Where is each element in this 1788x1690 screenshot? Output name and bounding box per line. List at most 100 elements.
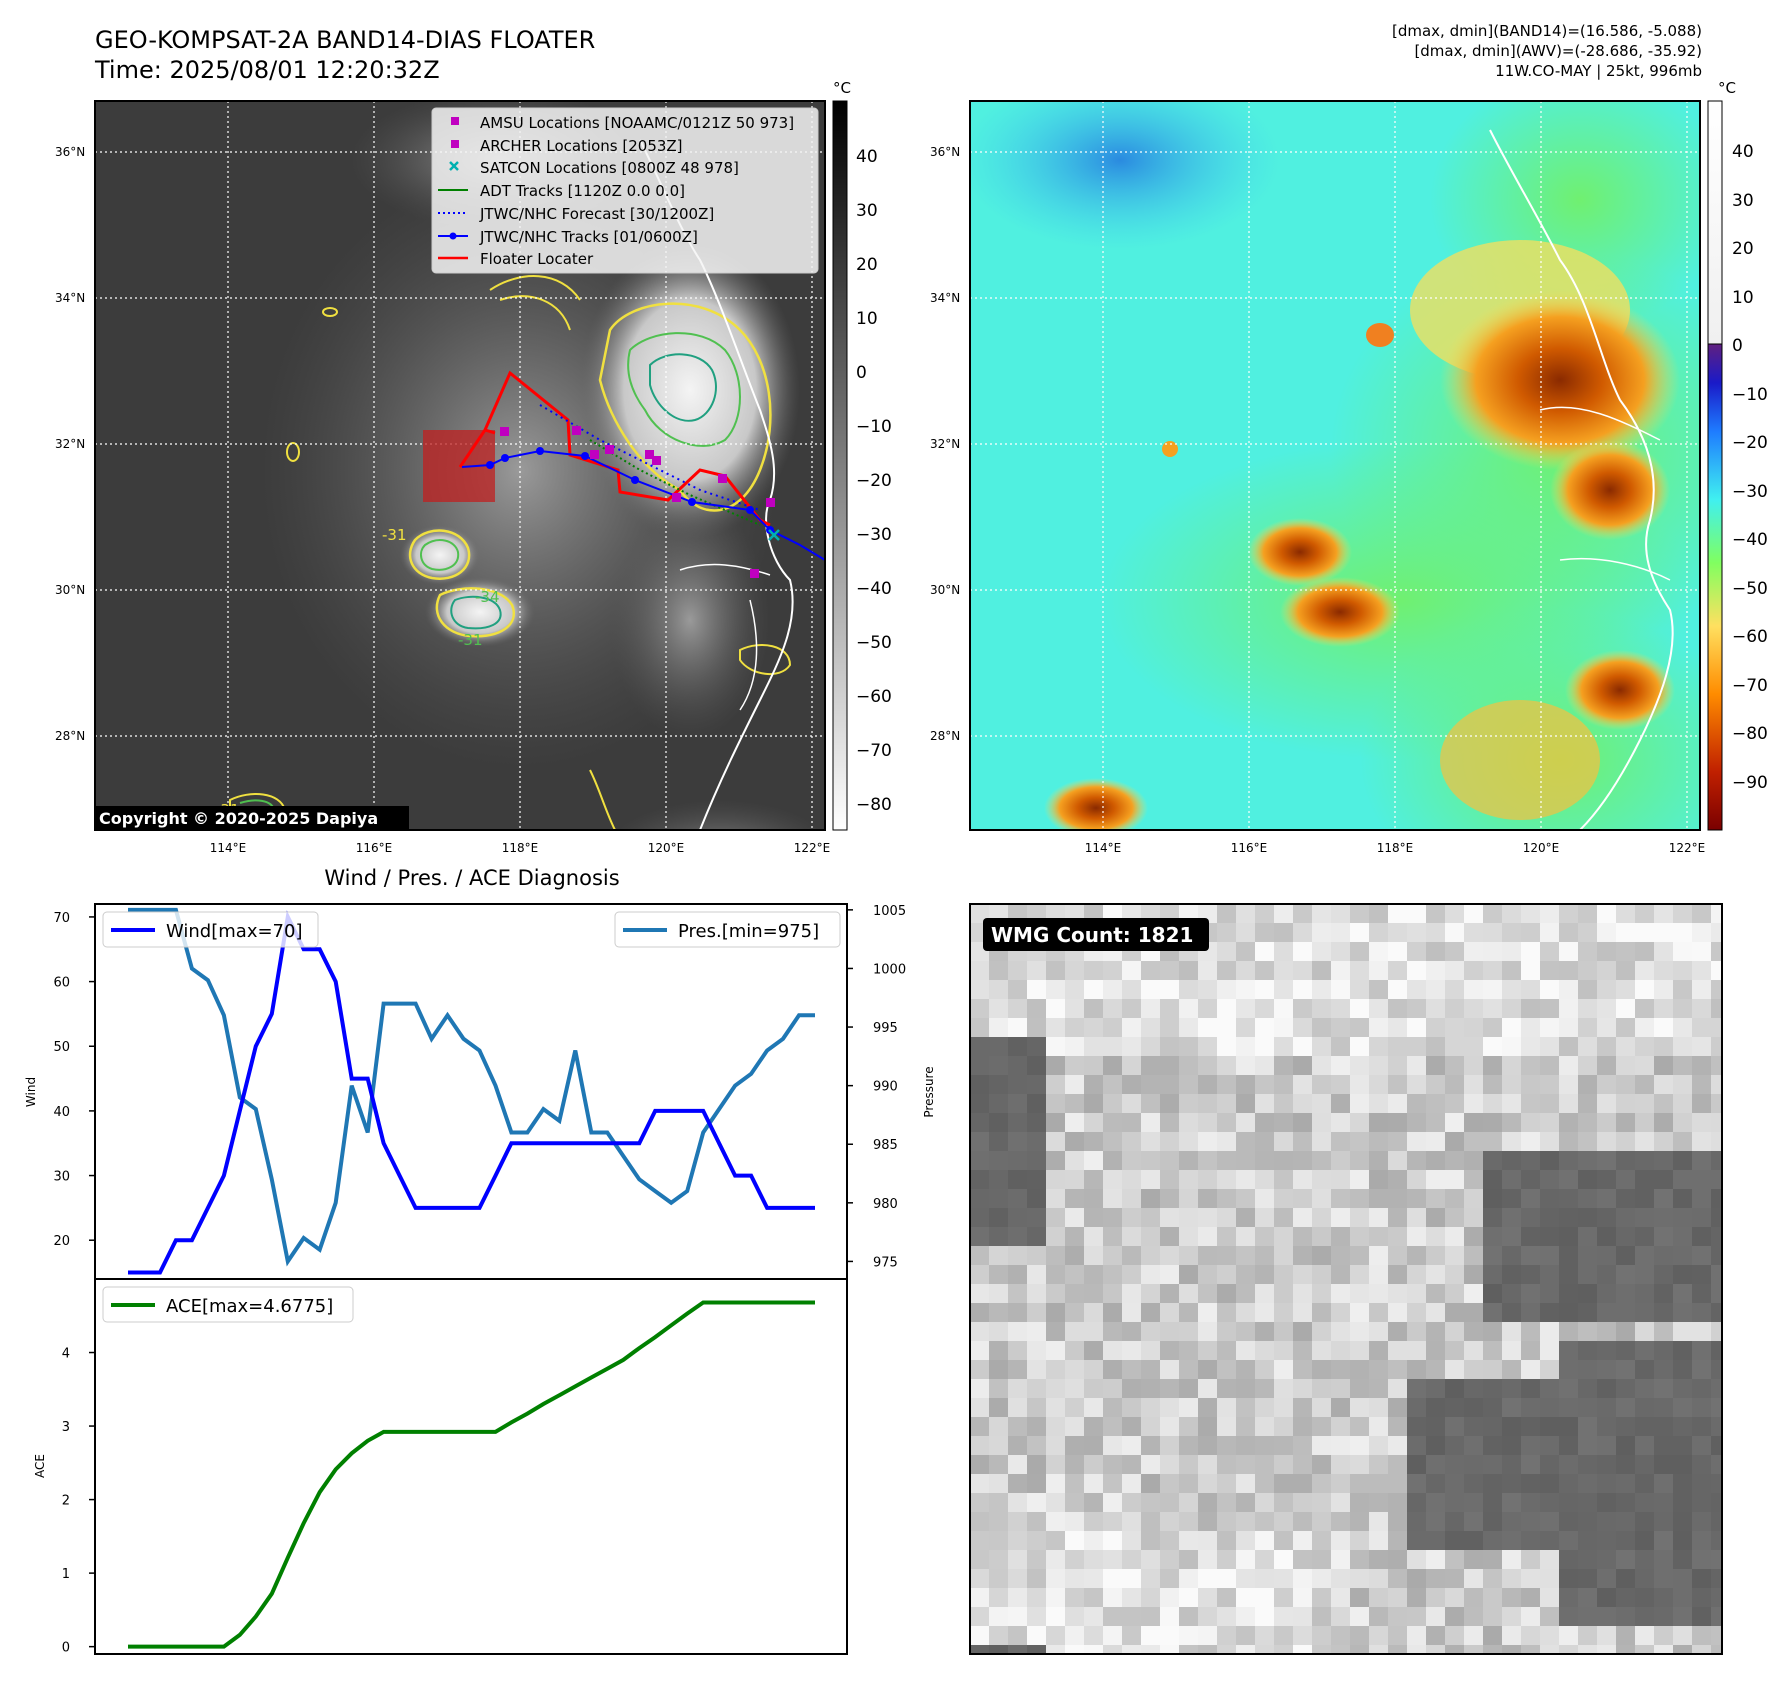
wmg-pixel: [1122, 1018, 1142, 1038]
wmg-pixel: [1540, 1322, 1560, 1342]
wmg-pixel: [1559, 1493, 1579, 1513]
wmg-pixel: [1616, 999, 1636, 1019]
wmg-pixel: [1293, 1170, 1313, 1190]
wmg-pixel: [1445, 1569, 1465, 1589]
svg-text:34°N: 34°N: [55, 291, 85, 305]
wmg-pixel: [1084, 1056, 1104, 1076]
wmg-pixel: [1255, 1512, 1275, 1532]
wmg-pixel: [1008, 1398, 1028, 1418]
wmg-pixel: [1673, 1474, 1693, 1494]
wmg-pixel: [1388, 1341, 1408, 1361]
wmg-pixel: [1635, 1056, 1655, 1076]
wmg-pixel: [1388, 904, 1408, 924]
wmg-pixel: [1008, 1417, 1028, 1437]
wmg-pixel: [1198, 1474, 1218, 1494]
wmg-pixel: [1464, 1208, 1484, 1228]
wmg-pixel: [1445, 1645, 1465, 1654]
wmg-pixel: [1369, 1075, 1389, 1095]
wmg-pixel: [1369, 1607, 1389, 1627]
wmg-pixel: [1293, 1094, 1313, 1114]
wmg-pixel: [1654, 1037, 1674, 1057]
wmg-pixel: [1445, 1075, 1465, 1095]
axis-tick-label: 3: [62, 1420, 70, 1435]
wmg-pixel: [1350, 1588, 1370, 1608]
wmg-pixel: [1312, 1094, 1332, 1114]
wmg-pixel: [1597, 1493, 1617, 1513]
wmg-pixel: [1521, 1189, 1541, 1209]
wmg-pixel: [1654, 1056, 1674, 1076]
wmg-pixel: [970, 1512, 990, 1532]
wmg-pixel: [1274, 1303, 1294, 1323]
wmg-pixel: [1350, 942, 1370, 962]
wmg-pixel: [1084, 1132, 1104, 1152]
wmg-pixel: [1293, 1588, 1313, 1608]
wmg-pixel: [1141, 1284, 1161, 1304]
wmg-pixel: [1217, 1189, 1237, 1209]
legend-floater: Floater Locater: [480, 250, 594, 268]
wmg-pixel: [1540, 1075, 1560, 1095]
wmg-pixel: [1179, 1303, 1199, 1323]
wmg-pixel: [1236, 1170, 1256, 1190]
wmg-pixel: [1065, 1436, 1085, 1456]
wmg-pixel: [1084, 1531, 1104, 1551]
wmg-pixel: [1331, 1075, 1351, 1095]
wmg-pixel: [1084, 1284, 1104, 1304]
svg-text:122°E: 122°E: [794, 841, 831, 855]
wmg-pixel: [1445, 1246, 1465, 1266]
wmg-pixel: [1046, 1512, 1066, 1532]
contour-label: -31: [458, 631, 483, 649]
wmg-pixel: [1350, 1208, 1370, 1228]
wmg-pixel: [1008, 1474, 1028, 1494]
wmg-pixel: [1141, 1341, 1161, 1361]
wmg-pixel: [1350, 1170, 1370, 1190]
wmg-pixel: [970, 1417, 990, 1437]
wmg-pixel: [1084, 1189, 1104, 1209]
wmg-pixel: [1407, 1341, 1427, 1361]
wmg-pixel: [1293, 904, 1313, 924]
wmg-pixel: [1274, 1341, 1294, 1361]
wmg-pixel: [1597, 1626, 1617, 1646]
wind-series-line: [128, 910, 815, 1275]
wmg-pixel: [1597, 1265, 1617, 1285]
wmg-pixel: [989, 1531, 1009, 1551]
wmg-pixel: [1312, 1645, 1332, 1654]
wmg-pixel: [1103, 980, 1123, 1000]
wmg-pixel: [1198, 961, 1218, 981]
wmg-pixel: [1692, 1626, 1712, 1646]
wmg-pixel: [1502, 942, 1522, 962]
wmg-pixel: [1217, 1512, 1237, 1532]
wmg-pixel: [989, 1018, 1009, 1038]
wmg-pixel: [1179, 1455, 1199, 1475]
axis-tick-label: 1005: [873, 904, 906, 919]
wmg-pixel: [1616, 1227, 1636, 1247]
wmg-pixel: [1483, 1189, 1503, 1209]
wmg-pixel: [1711, 904, 1722, 924]
wmg-pixel: [1388, 1569, 1408, 1589]
wmg-pixel: [1046, 1417, 1066, 1437]
wmg-pixel: [1711, 1227, 1722, 1247]
wmg-pixel: [1635, 1588, 1655, 1608]
wmg-pixel: [1616, 1246, 1636, 1266]
wmg-pixel: [989, 1151, 1009, 1171]
wmg-pixel: [1654, 1398, 1674, 1418]
wmg-pixel: [1597, 1208, 1617, 1228]
wmg-pixel: [1502, 1303, 1522, 1323]
wmg-pixel: [1673, 1455, 1693, 1475]
wmg-pixel: [1445, 961, 1465, 981]
wmg-pixel: [1141, 1322, 1161, 1342]
wmg-pixel: [1198, 1455, 1218, 1475]
wmg-pixel: [1407, 1379, 1427, 1399]
wmg-pixel: [1122, 1569, 1142, 1589]
wmg-pixel: [1407, 1246, 1427, 1266]
wmg-pixel: [1578, 1170, 1598, 1190]
wmg-pixel: [1141, 1037, 1161, 1057]
wmg-pixel: [1673, 942, 1693, 962]
wmg-pixel: [1711, 1094, 1722, 1114]
wmg-pixel: [970, 1531, 990, 1551]
wmg-pixel: [1407, 1569, 1427, 1589]
wmg-pixel: [1616, 1132, 1636, 1152]
wmg-pixel: [1711, 942, 1722, 962]
wmg-pixel: [1635, 1151, 1655, 1171]
wmg-pixel: [1464, 1075, 1484, 1095]
wmg-pixel: [1483, 1227, 1503, 1247]
